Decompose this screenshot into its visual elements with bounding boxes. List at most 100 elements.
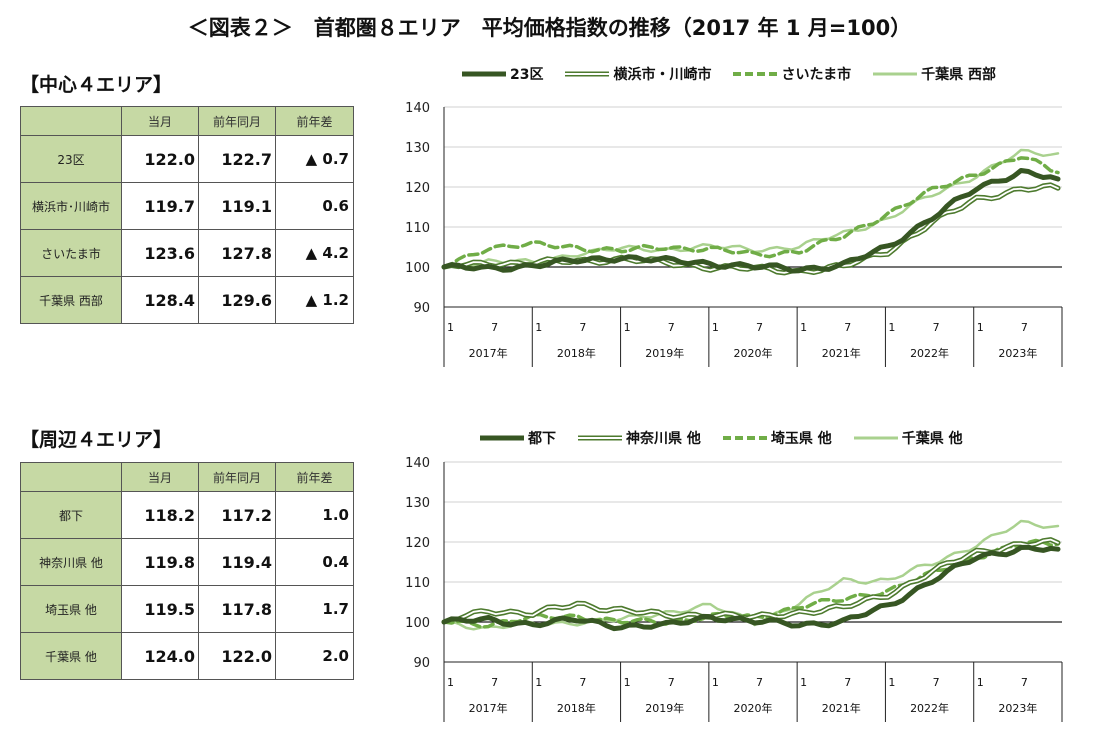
- month-tick-label: 1: [977, 676, 984, 689]
- row-diff: ▲ 4.2: [275, 229, 354, 277]
- month-tick-label: 7: [668, 321, 675, 334]
- year-label: 2022年: [910, 346, 949, 360]
- month-tick-label: 7: [1021, 321, 1028, 334]
- row-current: 128.4: [121, 276, 199, 324]
- month-tick-label: 1: [447, 321, 454, 334]
- year-label: 2022年: [910, 701, 949, 715]
- legend-swatch-double: [578, 435, 622, 441]
- year-label: 2017年: [469, 346, 508, 360]
- col-diff: 前年差: [275, 106, 354, 136]
- row-current: 119.5: [121, 585, 199, 633]
- legend-label: 千葉県 西部: [921, 67, 996, 83]
- month-tick-label: 1: [712, 321, 719, 334]
- series-line-0: [441, 168, 1061, 274]
- legend-swatch-dashed: [722, 436, 767, 440]
- table-row: 23区 122.0 122.7 ▲ 0.7: [20, 135, 354, 183]
- row-area: 千葉県 他: [20, 632, 122, 680]
- month-tick-label: 1: [888, 676, 895, 689]
- section-heading-outer: 【周辺４エリア】: [20, 429, 173, 451]
- legend-label: 23区: [510, 67, 544, 83]
- legend-label: 埼玉県 他: [770, 431, 832, 447]
- legend-swatch-thick: [480, 435, 524, 441]
- row-prev: 127.8: [198, 229, 276, 277]
- table-row: 神奈川県 他 119.8 119.4 0.4: [20, 538, 354, 586]
- year-label: 2019年: [645, 346, 684, 360]
- table-row: 横浜市･川崎市 119.7 119.1 0.6: [20, 182, 354, 230]
- row-area: 都下: [20, 491, 122, 539]
- month-tick-label: 7: [668, 676, 675, 689]
- legend-item: 千葉県 他: [853, 428, 963, 448]
- month-tick-label: 7: [933, 321, 940, 334]
- year-label: 2018年: [557, 701, 596, 715]
- year-label: 2021年: [822, 346, 861, 360]
- y-tick-label: 120: [405, 536, 430, 551]
- section-heading-center: 【中心４エリア】: [20, 74, 173, 96]
- row-prev: 122.0: [198, 632, 276, 680]
- month-tick-label: 7: [756, 321, 763, 334]
- table-row: 都下 118.2 117.2 1.0: [20, 491, 354, 539]
- legend-swatch-light: [873, 72, 918, 76]
- y-tick-label: 140: [405, 101, 430, 116]
- month-tick-label: 1: [888, 321, 895, 334]
- year-label: 2019年: [645, 701, 684, 715]
- legend-center: 23区 横浜市・川崎市 さいたま市 千葉県 西部: [462, 64, 1018, 84]
- legend-item: 都下: [480, 428, 556, 448]
- legend-swatch-double: [565, 71, 610, 77]
- col-current: 当月: [121, 106, 199, 136]
- col-diff: 前年差: [275, 462, 354, 492]
- series-line-1-inner: [443, 538, 1059, 623]
- year-label: 2018年: [557, 346, 596, 360]
- legend-item: 埼玉県 他: [722, 428, 832, 448]
- month-tick-label: 1: [800, 676, 807, 689]
- row-current: 118.2: [121, 491, 199, 539]
- y-tick-label: 110: [405, 221, 430, 236]
- legend-label: 横浜市・川崎市: [613, 67, 712, 83]
- page-title: ＜図表２＞ 首都圏８エリア 平均価格指数の推移（2017 年 1 月=100）: [187, 16, 912, 40]
- year-label: 2020年: [734, 346, 773, 360]
- month-tick-label: 7: [579, 676, 586, 689]
- row-diff: ▲ 1.2: [275, 276, 354, 324]
- y-tick-label: 90: [413, 301, 430, 316]
- center-table: 当月 前年同月 前年差 23区 122.0 122.7 ▲ 0.7 横浜市･川崎…: [20, 106, 354, 324]
- row-prev: 119.4: [198, 538, 276, 586]
- month-tick-label: 1: [535, 676, 542, 689]
- series-line-2: [442, 156, 1060, 269]
- month-tick-label: 1: [800, 321, 807, 334]
- legend-label: さいたま市: [781, 67, 852, 83]
- table-row: 埼玉県 他 119.5 117.8 1.7: [20, 585, 354, 633]
- row-diff: 0.6: [275, 182, 354, 230]
- month-tick-label: 7: [579, 321, 586, 334]
- legend-swatch-dashed: [733, 72, 778, 76]
- header-blank: [20, 106, 122, 136]
- chart-outer: 90 100 110 120 130 140 1 7 2017年 1 7 2018年 1 7 2019年 1 7…: [405, 456, 1063, 722]
- month-tick-label: 7: [756, 676, 763, 689]
- month-tick-label: 7: [491, 676, 498, 689]
- series-line-0: [441, 544, 1061, 632]
- row-prev: 129.6: [198, 276, 276, 324]
- row-area: さいたま市: [20, 229, 122, 277]
- row-diff: ▲ 0.7: [275, 135, 354, 183]
- month-tick-label: 1: [712, 676, 719, 689]
- table-header-row: 当月 前年同月 前年差: [20, 462, 354, 492]
- header-blank: [20, 462, 122, 492]
- legend-item: 23区: [462, 64, 543, 84]
- y-tick-label: 110: [405, 576, 430, 591]
- row-prev: 119.1: [198, 182, 276, 230]
- month-tick-label: 7: [933, 676, 940, 689]
- year-label: 2017年: [469, 701, 508, 715]
- legend-item: 千葉県 西部: [873, 64, 996, 84]
- col-current: 当月: [121, 462, 199, 492]
- month-tick-label: 7: [1021, 676, 1028, 689]
- legend-swatch-thick: [462, 71, 506, 77]
- row-current: 122.0: [121, 135, 199, 183]
- table-row: 千葉県 西部 128.4 129.6 ▲ 1.2: [20, 276, 354, 324]
- month-tick-label: 1: [624, 321, 631, 334]
- row-prev: 117.8: [198, 585, 276, 633]
- table-row: さいたま市 123.6 127.8 ▲ 4.2: [20, 229, 354, 277]
- row-area: 埼玉県 他: [20, 585, 122, 633]
- legend-label: 千葉県 他: [901, 431, 963, 447]
- y-tick-label: 130: [405, 496, 430, 511]
- month-tick-label: 1: [624, 676, 631, 689]
- year-label: 2021年: [822, 701, 861, 715]
- year-label: 2023年: [998, 346, 1037, 360]
